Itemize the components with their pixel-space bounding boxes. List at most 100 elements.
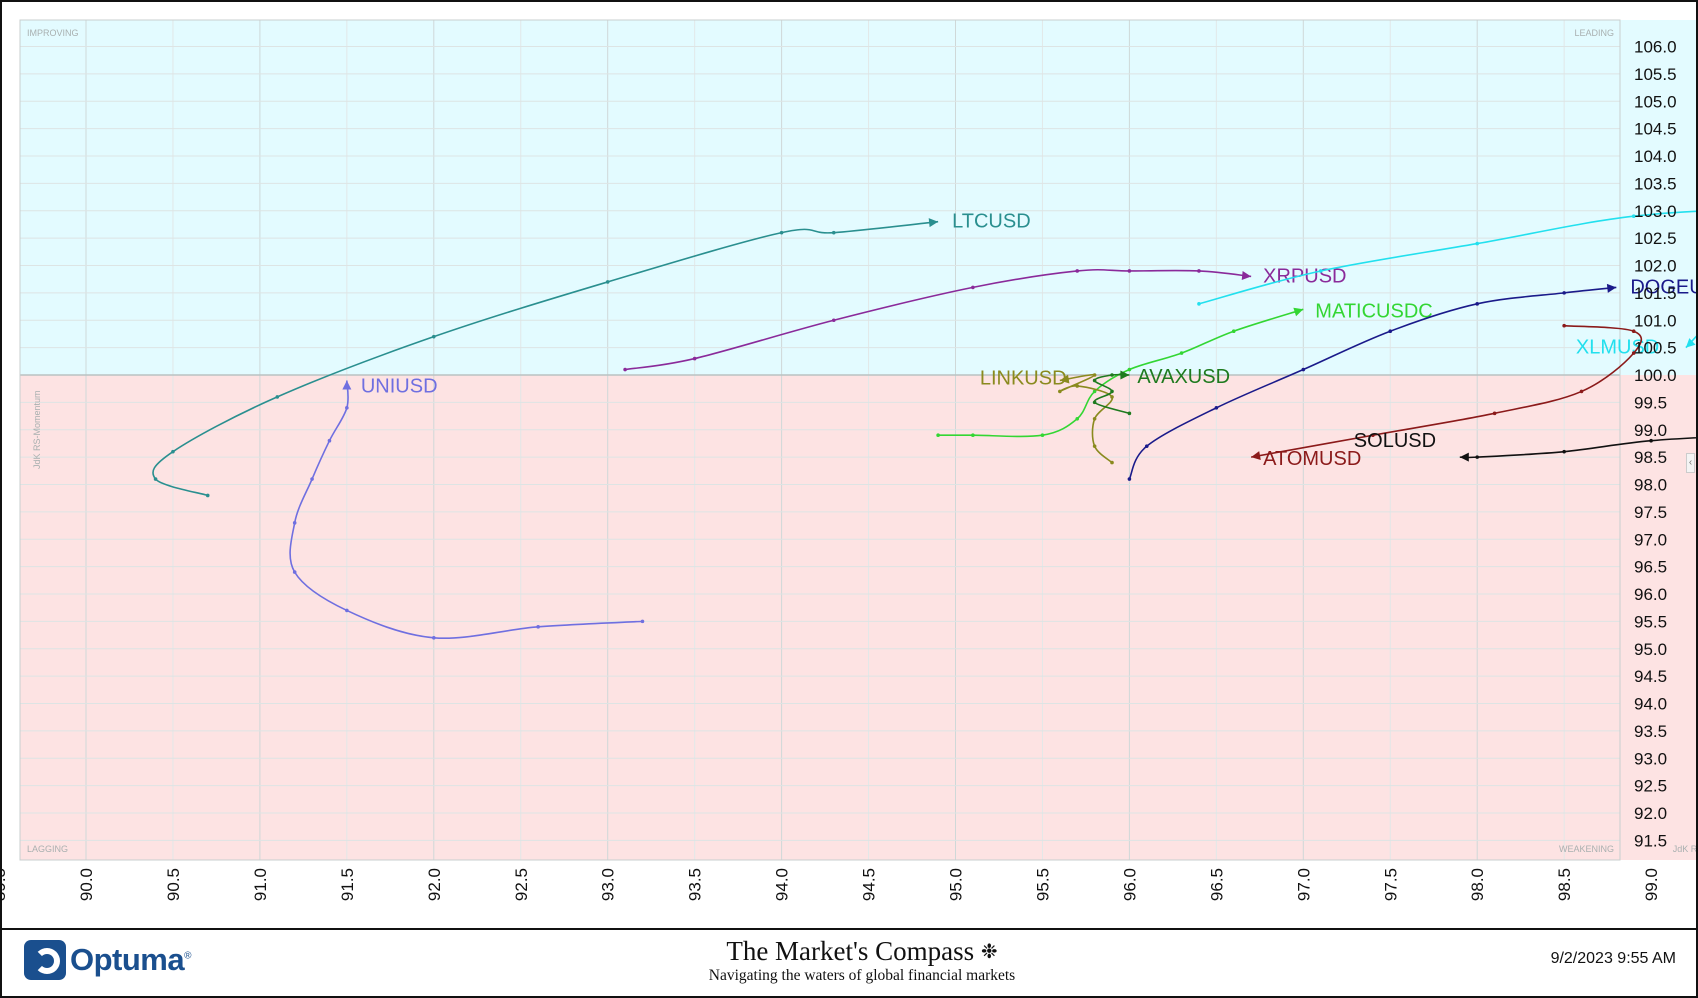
series-tail [624,268,1252,371]
x-tick-label: 98.5 [1555,868,1574,901]
y-tick-label: 97.5 [1634,503,1667,522]
y-tick-label: 93.5 [1634,722,1667,741]
side-panel-handle[interactable]: ‹ [1686,453,1695,473]
series-point [971,433,975,438]
series-point [327,438,332,443]
series-point [1092,373,1097,377]
quadrant-lagging [20,375,1696,860]
series-point [1110,389,1114,394]
series-point [292,570,297,574]
series-point [1197,302,1201,306]
brand-block: The Market's Compass ❉ Navigating the wa… [602,936,1122,985]
series-point [1475,302,1479,306]
series-point [1631,351,1636,355]
brand-title: The Market's Compass ❉ [726,936,998,966]
series-point [1127,367,1132,372]
series-label: AVAXUSD [1137,366,1230,388]
x-tick-label: 92.0 [425,868,444,901]
series-tail [152,220,939,497]
x-tick-label: 94.0 [773,868,792,901]
series-point [1144,444,1149,448]
quadrant-label-weakening: WEAKENING [1559,844,1614,854]
series-head-arrow [928,218,939,228]
series-linkusd: LINKUSD [980,367,1114,465]
series-point [1092,400,1097,405]
series-label: SOLUSD [1354,430,1436,452]
chart-timestamp: 9/2/2023 9:55 AM [1550,950,1676,967]
series-point [1579,389,1584,394]
x-tick-label: 96.5 [1207,868,1226,901]
y-tick-label: 94.5 [1634,667,1667,686]
series-point [1075,269,1080,273]
series-head-arrow [1059,374,1070,384]
x-axis-label: JdK RS-Ratio [1673,844,1696,854]
x-tick-label: 94.5 [860,868,879,901]
series-avaxusd: AVAXUSD [1092,366,1230,416]
series-ltcusd: LTCUSD [152,211,1031,498]
series-point [1562,323,1566,328]
series-head-arrow [1606,283,1617,293]
series-point [310,477,314,481]
series-point [692,356,697,361]
x-tick-label: 91.5 [338,868,357,901]
series-point [432,334,436,339]
y-tick-label: 100.0 [1634,366,1677,385]
series-point [1631,329,1636,334]
quadrant-backgrounds [20,20,1696,860]
quadrant-labels: IMPROVING LEADING LAGGING WEAKENING JdK RS-R… [27,28,1696,854]
series-point [1179,351,1184,355]
x-tick-label: 93.0 [599,868,618,901]
x-tick-label: 97.5 [1381,868,1400,901]
series-point [1301,367,1306,372]
rrg-chart[interactable]: IMPROVING LEADING LAGGING WEAKENING JdK RS-R… [2,2,1696,926]
y-tick-label: 100.5 [1634,339,1677,358]
series-point [623,367,627,372]
series-label: MATICUSDC [1315,300,1432,322]
series-maticusdc: MATICUSDC [936,300,1433,438]
x-tick-label: 92.5 [512,868,531,901]
y-tick-label: 101.0 [1634,311,1677,330]
optuma-logo: Optuma® [24,940,191,980]
series-point [275,395,280,399]
series-point [1649,438,1653,443]
series-label: DOGEUSD [1630,276,1696,298]
x-tick-label: 98.0 [1468,868,1487,901]
y-tick-label: 94.0 [1634,695,1667,714]
x-tick-label: 90.5 [164,868,183,901]
series-point [292,521,297,525]
series-label: LINKUSD [980,367,1067,389]
series-point [432,636,436,640]
series-uniusd: UNIUSD [289,375,645,640]
brand-subtitle: Navigating the waters of global financia… [708,967,1016,984]
series-point [1075,417,1080,421]
series-layer: LTCUSD XRPUSD UNIUSD MATICUSDC LINKUSD AVAXUS… [152,210,1696,640]
series-point [1388,329,1393,334]
series-point [831,230,836,235]
chart-axes: 91.5 92.0 92.5 93.0 93.5 94.0 94.5 95.0 95.5 96.0… [2,38,1677,902]
series-point [1075,384,1080,388]
y-tick-label: 92.0 [1634,804,1667,823]
y-tick-label: 96.5 [1634,558,1667,577]
series-point [1110,460,1114,465]
series-tail [1198,210,1696,349]
series-point [1562,449,1566,454]
series-point [1318,269,1323,273]
y-tick-label: 91.5 [1634,831,1667,850]
y-tick-label: 104.0 [1634,147,1677,166]
series-point [1214,406,1219,410]
series-point [1127,411,1132,416]
y-tick-label: 103.0 [1634,202,1677,221]
series-point [1631,214,1636,219]
y-tick-label: 98.0 [1634,476,1667,495]
x-tick-label: 93.5 [686,868,705,901]
y-tick-label: 99.5 [1634,393,1667,412]
x-tick-label: 96.0 [1120,868,1139,901]
series-xrpusd: XRPUSD [623,265,1346,372]
series-tail [1128,286,1617,480]
series-point [1475,241,1479,246]
y-tick-label: 99.0 [1634,421,1667,440]
series-atomusd: ATOMUSD [1250,323,1643,470]
y-tick-label: 95.5 [1634,612,1667,631]
series-label: XRPUSD [1263,265,1346,287]
